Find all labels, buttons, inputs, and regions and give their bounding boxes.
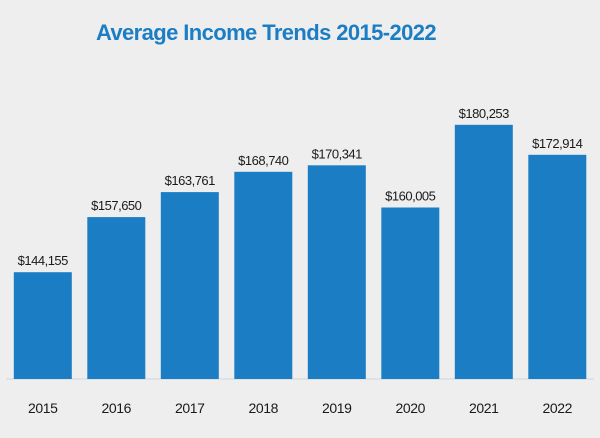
bar-2017 [160, 192, 219, 379]
x-tick-label-2019: 2019 [322, 400, 352, 416]
x-tick-labels-group: 2015 2016 2017 2018 2019 2020 2021 2022 [28, 400, 573, 416]
chart-title: Average Income Trends 2015-2022 [96, 20, 436, 45]
bar-2019 [307, 165, 366, 379]
bars-group [13, 124, 587, 379]
value-label-2021: $180,253 [459, 106, 509, 121]
bar-2018 [234, 171, 293, 379]
bar-2016 [87, 217, 146, 379]
value-label-2016: $157,650 [91, 198, 141, 213]
value-labels-group: $144,155 $157,650 $163,761 $168,740 $170,341… [18, 106, 583, 268]
value-label-2017: $163,761 [165, 173, 215, 188]
x-tick-label-2015: 2015 [28, 400, 58, 416]
x-tick-label-2016: 2016 [102, 400, 132, 416]
value-label-2018: $168,740 [238, 153, 288, 168]
bar-2021 [454, 124, 513, 379]
bar-2022 [528, 154, 587, 379]
bar-2015 [13, 272, 72, 379]
x-tick-label-2017: 2017 [175, 400, 205, 416]
x-tick-label-2020: 2020 [396, 400, 426, 416]
value-label-2019: $170,341 [312, 146, 362, 161]
x-tick-label-2018: 2018 [249, 400, 279, 416]
x-tick-label-2021: 2021 [469, 400, 499, 416]
x-tick-label-2022: 2022 [543, 400, 573, 416]
value-label-2022: $172,914 [532, 136, 582, 151]
value-label-2015: $144,155 [18, 253, 68, 268]
value-label-2020: $160,005 [385, 189, 435, 204]
bar-2020 [381, 207, 440, 379]
